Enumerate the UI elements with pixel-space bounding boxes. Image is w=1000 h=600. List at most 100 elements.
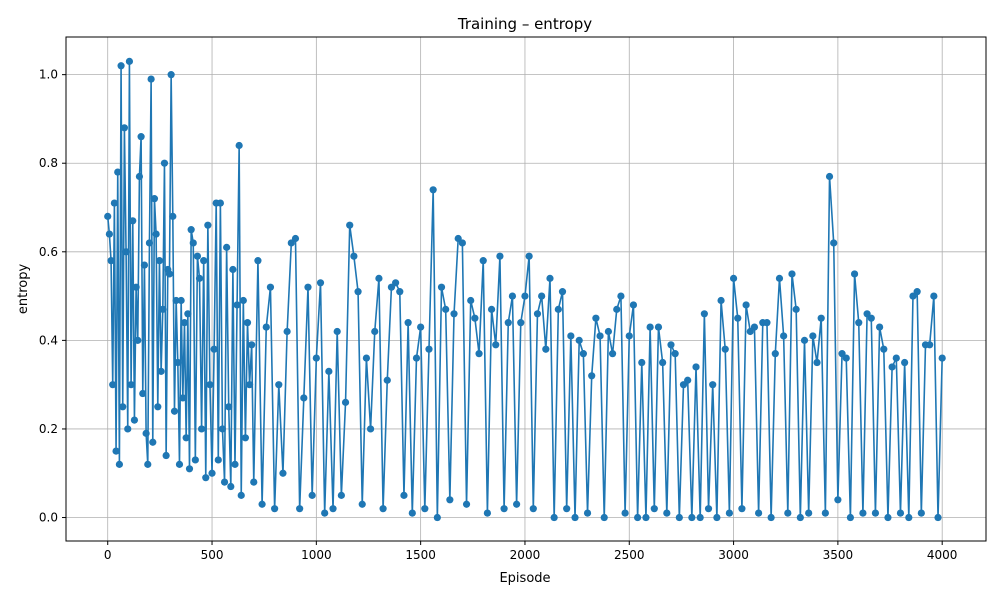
data-point [750,323,759,331]
data-point [575,336,583,344]
data-point [742,301,750,309]
data-point [115,460,124,468]
data-point [763,319,771,327]
data-point [104,212,112,220]
data-point [709,381,717,389]
data-point [621,509,629,517]
data-point [170,407,179,415]
x-tick-label: 500 [201,548,224,562]
data-point [901,358,909,367]
data-point [266,283,275,291]
data-point [174,358,182,367]
data-point [379,505,387,513]
data-point [842,354,850,362]
data-point [487,305,496,313]
data-point [177,296,185,305]
data-point [175,460,184,468]
data-point [225,403,233,411]
x-tick-label: 1500 [405,548,436,562]
data-point [149,438,157,446]
x-tick-label: 4000 [927,548,958,562]
data-point [696,513,704,522]
data-point [809,332,817,340]
x-axis: 0 500 1000 1500 2000 2500 3000 3500 4000 [104,541,958,562]
series-line [106,60,943,519]
data-point [237,491,245,499]
data-point [139,389,147,398]
data-point [688,513,696,522]
data-point [725,509,734,517]
data-point [554,305,562,313]
data-point [425,345,433,353]
data-point [366,425,375,433]
data-point [189,239,197,247]
x-tick-label: 1000 [301,548,332,562]
data-point [917,509,925,517]
data-point [417,323,425,331]
data-point [717,296,725,305]
data-point [304,283,312,291]
data-point [122,248,130,256]
data-point [646,323,654,331]
data-point [663,509,671,517]
data-point [579,350,587,358]
data-point [109,381,117,389]
data-point [483,509,492,517]
data-point [208,469,216,477]
data-point [191,456,199,464]
data-point [529,505,537,513]
data-point [400,491,408,499]
data-point [913,288,921,296]
data-point [500,505,508,513]
data-point [734,314,742,322]
data-point [119,403,127,411]
data-point [129,217,137,225]
data-point [513,500,521,508]
data-point [140,261,149,269]
data-point [227,482,235,491]
data-point [755,509,763,517]
data-point [195,274,204,282]
data-point [613,305,621,313]
data-point [262,323,270,331]
x-tick-label: 3000 [718,548,749,562]
data-point [202,474,210,482]
data-point [120,124,129,132]
data-point [216,199,224,207]
data-point [517,319,525,327]
data-point [437,283,446,291]
data-point [346,221,354,229]
data-point [308,491,316,499]
data-point [654,323,663,331]
data-point [504,319,512,327]
data-point [888,363,896,371]
data-point [341,398,350,406]
data-point [412,354,421,362]
y-tick-label: 0.8 [39,156,58,170]
x-tick-label: 0 [104,548,112,562]
data-point [592,314,600,322]
data-point [296,505,304,513]
data-point [300,394,308,402]
data-point [796,513,804,522]
data-point [162,451,170,460]
data-point [675,513,683,522]
data-point [475,350,483,358]
data-point [521,292,529,300]
data-point [187,226,195,234]
data-point [634,513,642,522]
data-point [271,505,279,513]
data-point [243,319,252,327]
data-point [596,332,604,340]
data-point [233,301,241,309]
data-point [446,496,454,504]
data-point [805,509,813,517]
data-point [817,314,825,322]
y-tick-label: 0.4 [39,333,58,347]
data-point [567,332,575,340]
data-point [145,239,154,247]
data-point [258,500,266,508]
data-point [867,314,875,322]
data-point [692,363,700,371]
